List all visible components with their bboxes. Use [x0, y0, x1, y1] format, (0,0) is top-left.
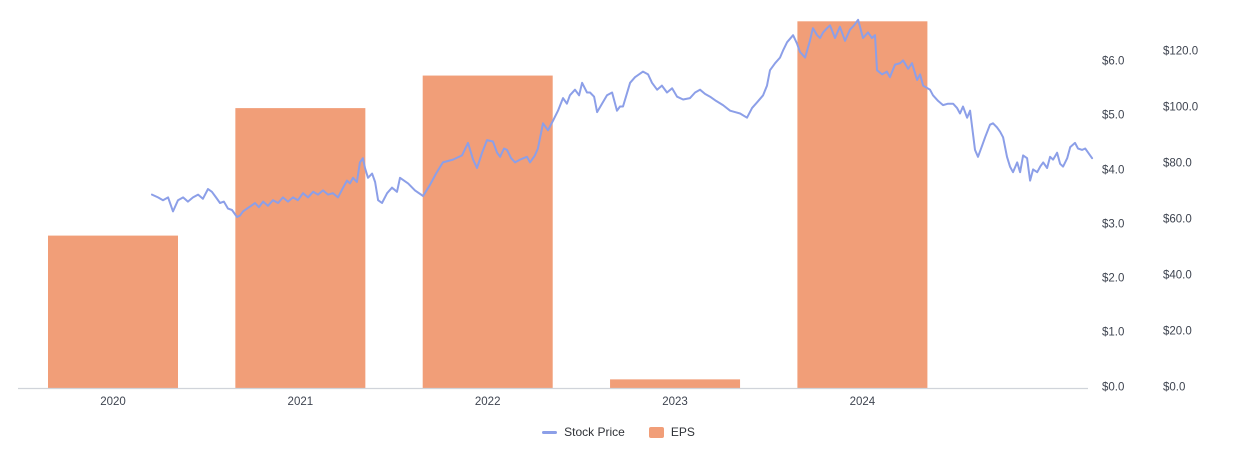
price-axis-tick-60: $60.0 — [1163, 213, 1192, 225]
eps-bar-swatch — [648, 426, 664, 438]
eps-axis-tick-1: $1.0 — [1102, 326, 1125, 339]
x-tick-2023: 2023 — [662, 396, 688, 408]
price-axis-tick-0: $0.0 — [1163, 380, 1186, 393]
legend-item-eps[interactable]: EPS — [648, 425, 695, 439]
stock-price-line-swatch — [542, 430, 558, 434]
eps-axis-tick-4: $4.0 — [1102, 163, 1125, 176]
legend-label-eps: EPS — [670, 425, 695, 439]
chart-legend: Stock Price EPS — [0, 425, 1237, 439]
x-tick-2021: 2021 — [287, 396, 314, 408]
price-axis-tick-20: $20.0 — [1163, 324, 1192, 337]
x-tick-2020: 2020 — [100, 396, 126, 408]
eps-bar-2023[interactable] — [610, 379, 741, 389]
price-axis-tick-40: $40.0 — [1163, 268, 1192, 281]
eps-bar-2022[interactable] — [422, 75, 553, 389]
eps-axis-tick-5: $5.0 — [1102, 109, 1125, 122]
eps-bar-2024[interactable] — [797, 21, 928, 389]
eps-axis-tick-3: $3.0 — [1102, 218, 1125, 230]
eps-axis-tick-6: $6.0 — [1102, 55, 1125, 68]
x-tick-2024: 2024 — [849, 396, 876, 408]
eps-bar-2020[interactable] — [48, 235, 178, 389]
price-axis-tick-100: $100.0 — [1163, 101, 1199, 114]
eps-bar-2021[interactable] — [235, 108, 366, 389]
legend-label-stock-price: Stock Price — [564, 425, 625, 439]
eps-axis-tick-0: $0.0 — [1102, 380, 1125, 393]
price-axis-tick-80: $80.0 — [1163, 157, 1192, 170]
stock-price-line[interactable] — [151, 18, 1094, 218]
eps-axis-tick-2: $2.0 — [1102, 272, 1125, 285]
price-axis-tick-120: $120.0 — [1163, 45, 1199, 58]
x-tick-2022: 2022 — [474, 396, 501, 408]
legend-item-stock-price[interactable]: Stock Price — [542, 425, 625, 439]
